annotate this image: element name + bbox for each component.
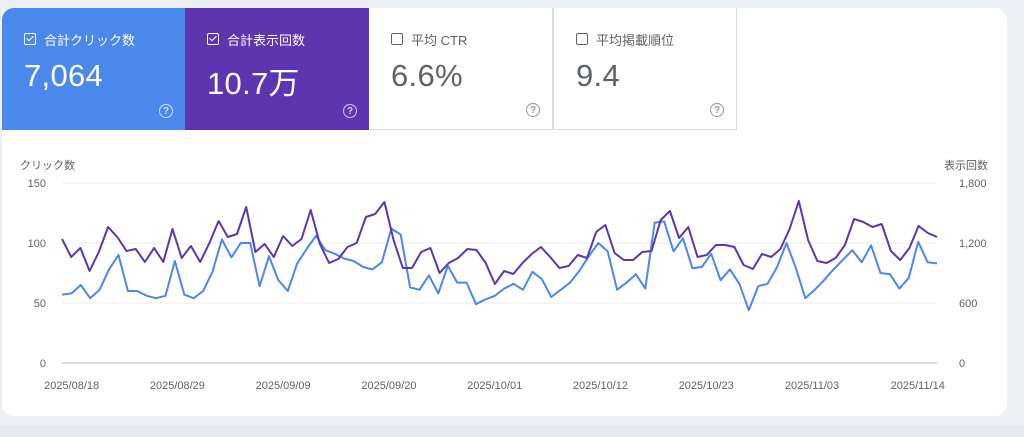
metric-label: 合計クリック数 xyxy=(44,32,136,48)
checkbox-checked-icon[interactable] xyxy=(207,33,219,45)
performance-panel: 合計クリック数 7,064 ? 合計表示回数 10.7万 ? 平均 CTR 6.… xyxy=(2,8,1007,416)
x-tick-label: 2025/10/01 xyxy=(467,380,522,392)
clicks-series-line xyxy=(61,220,938,312)
y-right-tick-label: 1,200 xyxy=(959,238,987,250)
x-tick-label: 2025/10/12 xyxy=(573,380,628,392)
metric-label: 平均 CTR xyxy=(411,32,468,48)
page-bottom-area xyxy=(0,425,1024,437)
x-tick-label: 2025/08/29 xyxy=(150,380,205,392)
metric-card-average-ctr[interactable]: 平均 CTR 6.6% ? xyxy=(369,8,553,130)
y-left-tick-label: 150 xyxy=(28,178,46,190)
checkbox-unchecked-icon[interactable] xyxy=(576,33,588,45)
x-tick-label: 2025/10/23 xyxy=(679,380,734,392)
x-tick-label: 2025/11/03 xyxy=(785,380,839,392)
metric-card-total-impressions[interactable]: 合計表示回数 10.7万 ? xyxy=(185,8,369,130)
help-icon[interactable]: ? xyxy=(526,103,540,117)
metric-label: 合計表示回数 xyxy=(227,32,306,48)
help-icon[interactable]: ? xyxy=(343,104,357,118)
checkbox-checked-icon[interactable] xyxy=(24,33,36,45)
x-tick-label: 2025/11/14 xyxy=(891,380,945,392)
y-right-tick-label: 1,800 xyxy=(959,178,987,190)
metric-value: 10.7万 xyxy=(207,66,300,101)
x-tick-label: 2025/09/09 xyxy=(256,380,311,392)
y-right-tick-label: 0 xyxy=(959,358,965,370)
help-icon[interactable]: ? xyxy=(710,103,724,117)
performance-line-chart[interactable]: 0 0 50 600 100 1,200 150 1,800 2025/08/18 2025/08… xyxy=(2,8,1007,416)
metric-card-total-clicks[interactable]: 合計クリック数 7,064 ? xyxy=(2,8,185,130)
impressions-series-line xyxy=(61,200,938,285)
metric-label: 平均掲載順位 xyxy=(596,32,675,48)
metric-value: 9.4 xyxy=(576,58,620,93)
metric-value: 6.6% xyxy=(391,58,463,93)
checkbox-unchecked-icon[interactable] xyxy=(391,33,403,45)
y-left-tick-label: 0 xyxy=(40,358,46,370)
metric-cards: 合計クリック数 7,064 ? 合計表示回数 10.7万 ? 平均 CTR 6.… xyxy=(2,8,737,130)
y-right-tick-label: 600 xyxy=(959,298,977,310)
help-icon[interactable]: ? xyxy=(159,104,173,118)
metric-value: 7,064 xyxy=(24,58,104,93)
left-axis-title: クリック数 xyxy=(20,160,75,172)
metric-card-average-position[interactable]: 平均掲載順位 9.4 ? xyxy=(553,8,737,130)
y-left-tick-label: 50 xyxy=(34,298,46,310)
x-tick-label: 2025/08/18 xyxy=(44,380,99,392)
right-axis-title: 表示回数 xyxy=(944,160,988,172)
x-tick-label: 2025/09/20 xyxy=(361,380,416,392)
y-left-tick-label: 100 xyxy=(28,238,46,250)
